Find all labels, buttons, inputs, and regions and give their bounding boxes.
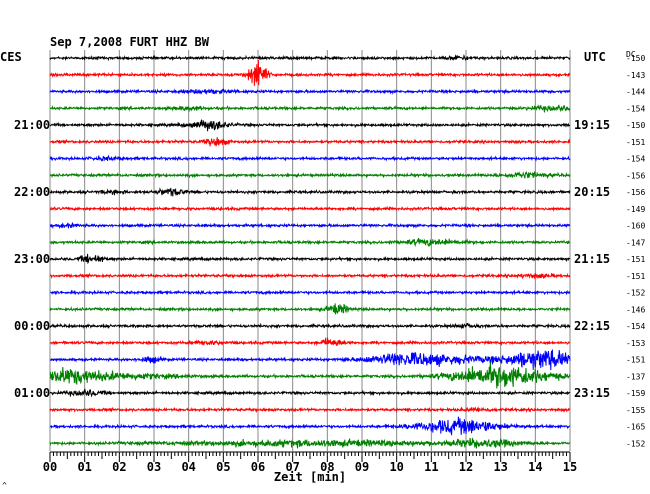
trace-18 [49,349,571,371]
right-time-label-0: 19:15 [574,118,610,132]
trace-6 [49,154,571,162]
trace-23 [49,437,571,449]
dc-value-9: -149 [626,205,645,214]
dc-value-18: -151 [626,356,645,365]
trace-11 [49,238,571,247]
trace-19 [49,362,571,389]
corner-mark: ^ [2,481,7,490]
trace-5 [49,137,571,147]
dc-value-7: -156 [626,171,645,180]
time-labels: -150 -143 -144 -154 -150 -151 -154 -156 -156 -149… [14,54,645,448]
left-time-label-0: 21:00 [14,118,50,132]
trace-4 [50,119,571,132]
dc-value-11: -147 [626,238,645,247]
trace-20 [49,388,571,398]
left-time-label-1: 22:00 [14,185,50,199]
right-time-label-1: 20:15 [574,185,610,199]
x-tick-label-03: 03 [147,460,161,474]
x-tick-label-12: 12 [459,460,473,474]
x-tick-label-02: 02 [112,460,126,474]
dc-value-1: -143 [626,71,645,80]
trace-12 [49,253,571,265]
left-time-label-2: 23:00 [14,252,50,266]
dc-value-8: -156 [626,188,645,197]
dc-value-2: -144 [626,88,645,97]
trace-9 [49,205,571,213]
x-tick-label-01: 01 [77,460,91,474]
dc-value-19: -137 [626,372,645,381]
x-tick-label-15: 15 [563,460,577,474]
x-tick-label-11: 11 [424,460,438,474]
trace-7 [49,170,571,180]
dc-value-21: -155 [626,406,645,415]
trace-16 [49,322,571,330]
x-tick-label-00: 00 [43,460,57,474]
trace-22 [49,416,570,436]
dc-value-0: -150 [626,54,645,63]
dc-value-12: -151 [626,255,645,264]
trace-15 [49,303,571,315]
x-tick-label-09: 09 [355,460,369,474]
dc-value-14: -152 [626,289,645,298]
trace-layer [49,53,571,449]
trace-3 [49,104,571,113]
grid-layer [49,50,571,451]
dc-value-17: -153 [626,339,645,348]
x-tick-label-05: 05 [216,460,230,474]
trace-13 [49,272,571,280]
trace-21 [49,406,571,414]
left-timezone-label: CES [0,50,22,64]
right-time-label-3: 22:15 [574,319,610,333]
dc-value-3: -154 [626,104,645,113]
trace-10 [49,221,571,230]
dc-value-20: -159 [626,389,645,398]
left-time-label-3: 00:00 [14,319,50,333]
x-axis: 00 01 02 03 04 05 06 07 08 09 10 11 12 13 14 15 [43,451,577,474]
dc-value-10: -160 [626,222,645,231]
trace-1 [49,59,571,86]
dc-column-label: DC [626,50,636,59]
x-tick-label-14: 14 [528,460,542,474]
x-tick-label-13: 13 [493,460,507,474]
dc-value-6: -154 [626,155,645,164]
x-tick-label-08: 08 [320,460,334,474]
x-axis-label: Zeit [min] [274,470,346,484]
trace-14 [50,289,571,296]
dc-value-5: -151 [626,138,645,147]
x-tick-label-06: 06 [251,460,265,474]
x-tick-label-07: 07 [285,460,299,474]
right-time-label-4: 23:15 [574,386,610,400]
trace-0 [49,53,571,62]
trace-17 [49,337,571,347]
trace-2 [49,88,571,96]
dc-value-22: -165 [626,423,645,432]
x-tick-label-04: 04 [181,460,195,474]
dc-value-23: -152 [626,439,645,448]
x-tick-label-10: 10 [389,460,403,474]
chart-title: Sep 7,2008 FURT HHZ BW [50,35,210,49]
dc-value-16: -154 [626,322,645,331]
right-time-label-2: 21:15 [574,252,610,266]
dc-value-15: -146 [626,305,645,314]
right-timezone-label: UTC [584,50,606,64]
trace-8 [49,187,571,197]
dc-value-13: -151 [626,272,645,281]
dc-value-4: -150 [626,121,645,130]
left-time-label-4: 01:00 [14,386,50,400]
